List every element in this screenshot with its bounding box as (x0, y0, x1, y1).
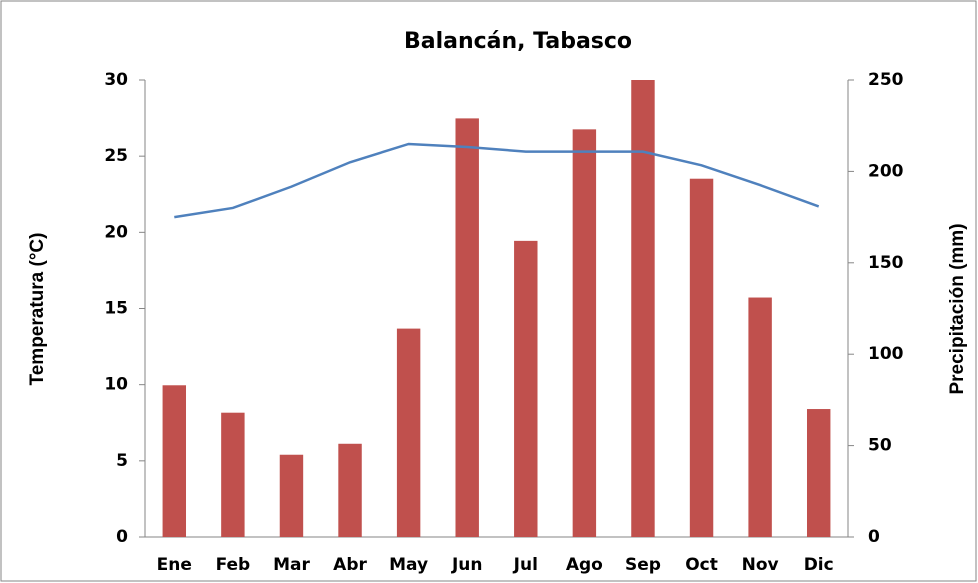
x-tick-label: Ago (566, 555, 603, 575)
y-axis-title: Temperatura (°C) (27, 233, 48, 386)
x-tick-label: Sep (625, 555, 661, 575)
bar (279, 454, 304, 537)
bar (338, 443, 362, 537)
x-tick-label: Mar (273, 555, 310, 575)
x-tick-label: Abr (333, 555, 367, 575)
bar (162, 385, 187, 537)
y2-tick-label: 100 (868, 344, 904, 364)
y-tick-label: 20 (104, 222, 128, 242)
bar (572, 129, 597, 537)
line (174, 142, 820, 219)
x-tick-label: Feb (216, 555, 251, 575)
bar (514, 240, 538, 537)
x-tick-label: Dic (804, 555, 834, 575)
bar (396, 328, 421, 537)
y2-tick-label: 200 (868, 161, 904, 181)
y-tick-label: 15 (104, 299, 128, 319)
x-tick-label: Oct (685, 555, 718, 575)
y-tick-label: 30 (104, 70, 128, 90)
x-tick-label: Ene (157, 555, 192, 575)
bar (806, 409, 831, 537)
x-tick-label: May (389, 555, 428, 575)
y2-tick-label: 50 (868, 436, 892, 456)
y2-tick-label: 150 (868, 253, 904, 273)
bar (689, 178, 714, 537)
y2-tick-label: 0 (868, 527, 880, 547)
x-tick-label: Nov (742, 555, 779, 575)
bar (455, 118, 479, 537)
y-tick-label: 0 (116, 527, 128, 547)
bar (631, 80, 655, 537)
y-tick-label: 25 (104, 146, 128, 166)
bar (748, 297, 772, 537)
chart-title: Balancán, Tabasco (404, 29, 632, 54)
y2-axis-title: Precipitación (mm) (947, 223, 968, 394)
x-tick-label: Jul (513, 555, 538, 575)
y2-tick-label: 250 (868, 70, 904, 90)
y-tick-label: 5 (116, 451, 128, 471)
x-tick-label: Jun (451, 555, 483, 575)
bar (221, 412, 245, 537)
y-tick-label: 10 (104, 375, 128, 395)
